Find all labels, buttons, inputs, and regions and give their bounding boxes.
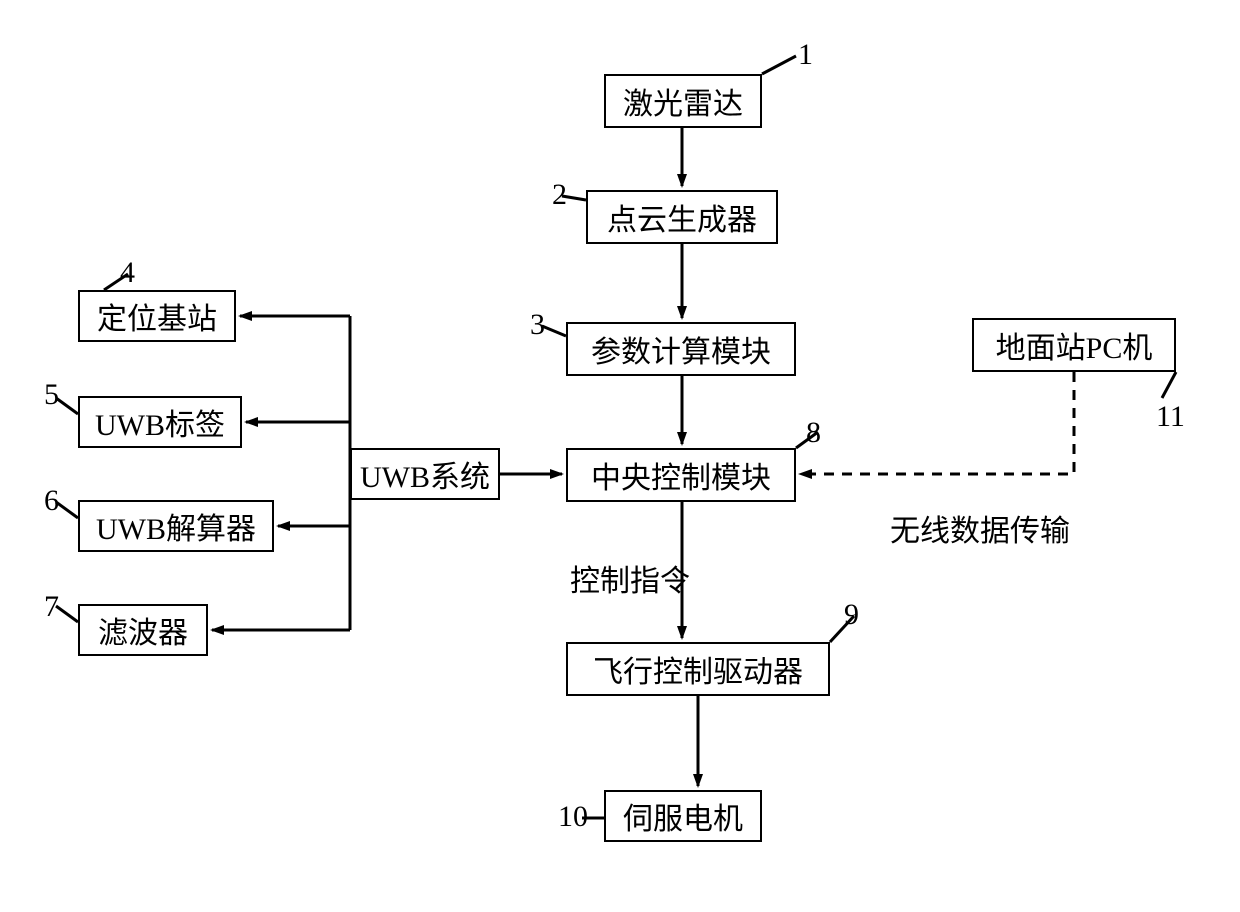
node-uwb: UWB系统 <box>350 448 500 500</box>
node-label: 伺服电机 <box>623 794 743 838</box>
numlabel-text: 8 <box>806 416 821 449</box>
numlabel-text: 5 <box>44 378 59 411</box>
node-label: 飞行控制驱动器 <box>593 647 803 691</box>
node-label: 激光雷达 <box>623 79 743 123</box>
numlabel-l2: 2 <box>552 178 567 212</box>
node-label: UWB标签 <box>95 400 225 444</box>
numlabel-text: 3 <box>530 308 545 341</box>
node-n3: 参数计算模块 <box>566 322 796 376</box>
node-label: 定位基站 <box>97 294 217 338</box>
node-label: 滤波器 <box>98 608 188 652</box>
numlabel-l6: 6 <box>44 484 59 518</box>
numlabel-l9: 9 <box>844 598 859 632</box>
numlabel-l1: 1 <box>798 38 813 72</box>
node-n8: 中央控制模块 <box>566 448 796 502</box>
numlabel-l3: 3 <box>530 308 545 342</box>
numlabel-text: 11 <box>1156 400 1185 433</box>
numlabel-text: 9 <box>844 598 859 631</box>
node-label: 中央控制模块 <box>591 453 771 497</box>
node-n6: UWB解算器 <box>78 500 274 552</box>
node-label: UWB系统 <box>360 452 490 496</box>
numlabel-l7: 7 <box>44 590 59 624</box>
numlabel-text: 2 <box>552 178 567 211</box>
edgelabel-el2: 无线数据传输 <box>890 506 1070 550</box>
node-label: 地面站PC机 <box>996 323 1153 367</box>
numlabel-l8: 8 <box>806 416 821 450</box>
node-label: 参数计算模块 <box>591 327 771 371</box>
node-n7: 滤波器 <box>78 604 208 656</box>
node-label: 点云生成器 <box>607 195 757 239</box>
numlabel-text: 4 <box>120 256 135 289</box>
numlabel-l5: 5 <box>44 378 59 412</box>
numlabel-l10: 10 <box>558 800 588 834</box>
numlabel-l4: 4 <box>120 256 135 290</box>
numlabel-text: 6 <box>44 484 59 517</box>
node-n1: 激光雷达 <box>604 74 762 128</box>
node-n11: 地面站PC机 <box>972 318 1176 372</box>
node-label: UWB解算器 <box>96 504 256 548</box>
numlabel-text: 1 <box>798 38 813 71</box>
node-n9: 飞行控制驱动器 <box>566 642 830 696</box>
numlabel-l11: 11 <box>1156 400 1185 434</box>
numlabel-text: 7 <box>44 590 59 623</box>
edgelabel-text: 无线数据传输 <box>890 515 1070 548</box>
numlabel-text: 10 <box>558 800 588 833</box>
node-n2: 点云生成器 <box>586 190 778 244</box>
edgelabel-text: 控制指令 <box>570 565 690 598</box>
node-n10: 伺服电机 <box>604 790 762 842</box>
node-n5: UWB标签 <box>78 396 242 448</box>
edgelabel-el1: 控制指令 <box>570 556 690 600</box>
node-n4: 定位基站 <box>78 290 236 342</box>
